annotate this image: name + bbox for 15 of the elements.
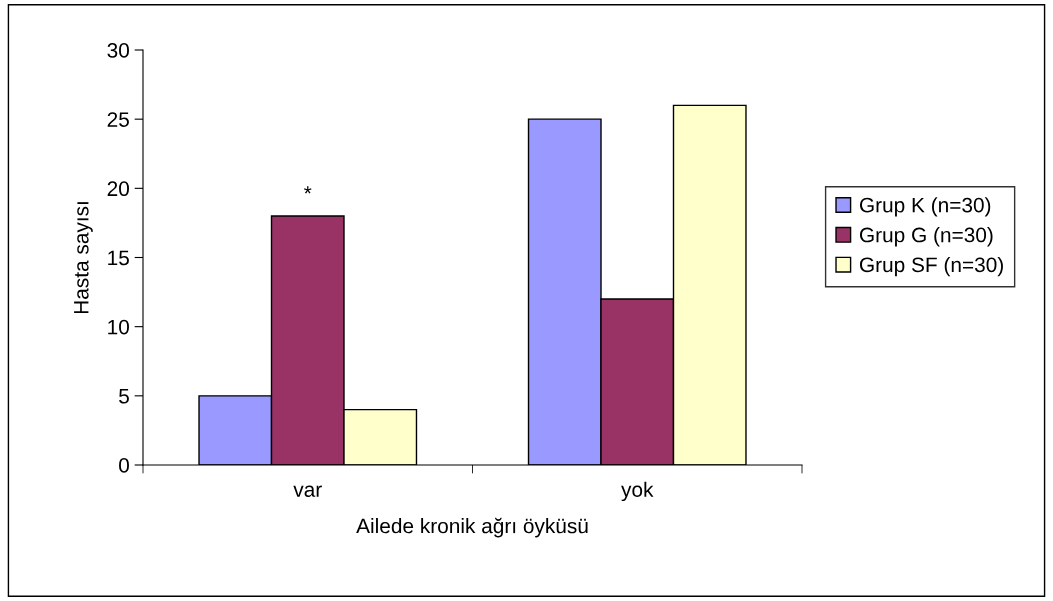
y-tick-label: 10 [108,319,129,335]
legend-label: Grup G (n=30) [859,227,993,247]
y-tick-label: 30 [107,43,129,58]
annotation: * [304,186,312,194]
x-tick-label: var [293,485,322,497]
x-tick-label: yok [621,481,654,502]
y-axis-title: Hasta sayısı [74,202,93,314]
y-tick-label: 25 [107,112,129,127]
y-tick-label: 5 [119,389,129,404]
y-tick-label: 0 [119,458,129,473]
x-axis-title: Ailede kronik ağrı öyküsü [356,517,588,538]
legend-label: Grup SF (n=30) [859,256,1003,277]
legend-label: Grup K (n=30) [859,197,991,217]
y-tick-label: 20 [107,181,129,197]
y-tick-label: 15 [108,250,129,266]
